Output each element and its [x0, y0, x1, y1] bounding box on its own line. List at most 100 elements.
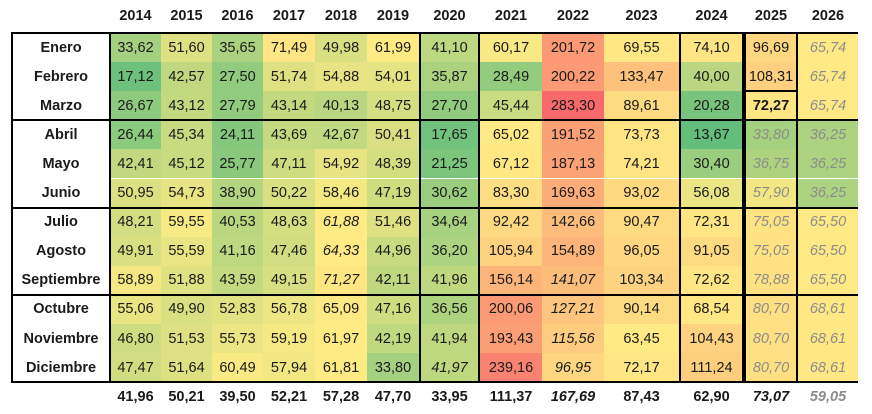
heatmap-cell: 89,61	[604, 91, 679, 121]
heatmap-cell: 200,22	[542, 62, 604, 92]
heatmap-cell: 36,25	[798, 178, 858, 208]
heatmap-cell: 55,06	[110, 294, 161, 324]
heatmap-cell: 30,62	[419, 178, 480, 208]
heatmap-cell: 61,97	[315, 324, 367, 354]
heatmap-cell: 67,12	[480, 149, 542, 179]
heatmap-cell: 42,41	[110, 149, 161, 179]
heatmap-cell: 54,88	[315, 62, 367, 92]
total-cell: 111,37	[489, 389, 533, 405]
heatmap-cell: 58,89	[110, 265, 161, 295]
total-cell: 39,50	[219, 389, 256, 405]
heatmap-cell: 51,53	[161, 324, 212, 354]
heatmap-cell: 36,25	[798, 149, 858, 179]
heatmap-cell: 56,08	[679, 178, 744, 208]
heatmap-cell: 60,17	[480, 33, 542, 63]
column-header-year: 2022	[556, 8, 590, 24]
heatmap-cell: 48,39	[367, 149, 419, 179]
heatmap-cell: 72,27	[744, 91, 798, 121]
heatmap-cell: 50,22	[263, 178, 315, 208]
heatmap-cell: 54,01	[367, 62, 419, 92]
heatmap-cell: 65,02	[480, 120, 542, 150]
heatmap-cell: 45,12	[161, 149, 212, 179]
heatmap-cell: 65,74	[798, 62, 858, 92]
heatmap-cell: 65,74	[798, 91, 858, 121]
heatmap-cell: 127,21	[542, 294, 604, 324]
column-header-year: 2020	[433, 8, 466, 24]
heatmap-cell: 51,64	[161, 353, 212, 383]
row-label-month: Noviembre	[23, 330, 99, 347]
heatmap-cell: 200,06	[480, 294, 542, 324]
heatmap-cell: 35,87	[419, 62, 480, 92]
quarter-separator	[12, 206, 858, 209]
total-cell: 47,70	[374, 389, 412, 405]
quarter-separator	[12, 119, 858, 122]
heatmap-cell: 40,13	[315, 91, 367, 121]
total-cell: 52,21	[270, 389, 308, 405]
heatmap-cell: 58,46	[315, 178, 367, 208]
heatmap-cell: 33,80	[367, 353, 419, 383]
heatmap-cell: 169,63	[542, 178, 604, 208]
heatmap-cell: 65,50	[798, 236, 858, 266]
heatmap-cell: 72,17	[604, 353, 679, 383]
column-header-year: 2024	[695, 8, 728, 24]
heatmap-cell: 50,41	[367, 120, 419, 150]
heatmap-cell: 33,80	[744, 120, 798, 150]
heatmap-cell: 142,66	[542, 207, 604, 237]
heatmap-cell: 47,46	[263, 236, 315, 266]
heatmap-cell: 80,70	[744, 353, 798, 383]
heatmap-cell: 36,20	[419, 236, 480, 266]
heatmap-cell: 68,54	[679, 294, 744, 324]
heatmap-cell: 187,13	[542, 149, 604, 179]
heatmap-cell: 13,67	[679, 120, 744, 150]
heatmap-cell: 83,30	[480, 178, 542, 208]
heatmap-cell: 42,11	[367, 265, 419, 295]
heatmap-cell: 92,42	[480, 207, 542, 237]
heatmap-cell: 111,24	[679, 353, 744, 383]
heatmap-cell: 48,75	[367, 91, 419, 121]
heatmap-cell: 51,60	[161, 33, 212, 63]
heatmap-cell: 108,31	[744, 62, 798, 92]
heatmap-cell: 47,19	[367, 178, 419, 208]
total-cell: 57,28	[322, 389, 360, 405]
heatmap-cell: 60,49	[212, 353, 263, 383]
heatmap-cell: 96,05	[604, 236, 679, 266]
heatmap-cell: 93,02	[604, 178, 679, 208]
heatmap-cell: 201,72	[542, 33, 604, 63]
heatmap-cell: 27,79	[212, 91, 263, 121]
heatmap-cell: 43,69	[263, 120, 315, 150]
heatmap-cell: 27,70	[419, 91, 480, 121]
heatmap-cell: 104,43	[679, 324, 744, 354]
heatmap-cell: 41,16	[212, 236, 263, 266]
heatmap-cell: 71,49	[263, 33, 315, 63]
heatmap-cell: 33,62	[110, 33, 161, 63]
row-label-month: Agosto	[36, 243, 86, 260]
heatmap-cell: 45,34	[161, 120, 212, 150]
heatmap-cell: 51,88	[161, 265, 212, 295]
heatmap-cell: 103,34	[604, 265, 679, 295]
heatmap-cell: 283,30	[542, 91, 604, 121]
heatmap-cell: 43,59	[212, 265, 263, 295]
heatmap-cell: 68,61	[798, 353, 858, 383]
heatmap-cell: 61,99	[367, 33, 419, 63]
column-header-year: 2014	[119, 8, 152, 24]
heatmap-cell: 24,11	[212, 120, 263, 150]
heatmap-cell: 61,88	[315, 207, 367, 237]
heatmap-cell: 65,74	[798, 33, 858, 63]
heatmap-cell: 42,57	[161, 62, 212, 92]
heatmap-cell: 72,31	[679, 207, 744, 237]
total-cell: 59,05	[809, 389, 847, 405]
total-cell: 33,95	[431, 389, 468, 405]
heatmap-cell: 68,61	[798, 294, 858, 324]
heatmap-cell: 90,14	[604, 294, 679, 324]
column-header-year: 2018	[324, 8, 358, 24]
heatmap-cell: 43,12	[161, 91, 212, 121]
heatmap-cell: 69,55	[604, 33, 679, 63]
row-label-month: Septiembre	[21, 272, 101, 289]
heatmap-cell: 54,73	[161, 178, 212, 208]
heatmap-cell: 34,64	[419, 207, 480, 237]
heatmap-cell: 30,40	[679, 149, 744, 179]
heatmap-cell: 105,94	[480, 236, 542, 266]
heatmap-cell: 55,73	[212, 324, 263, 354]
heatmap-cell: 27,50	[212, 62, 263, 92]
